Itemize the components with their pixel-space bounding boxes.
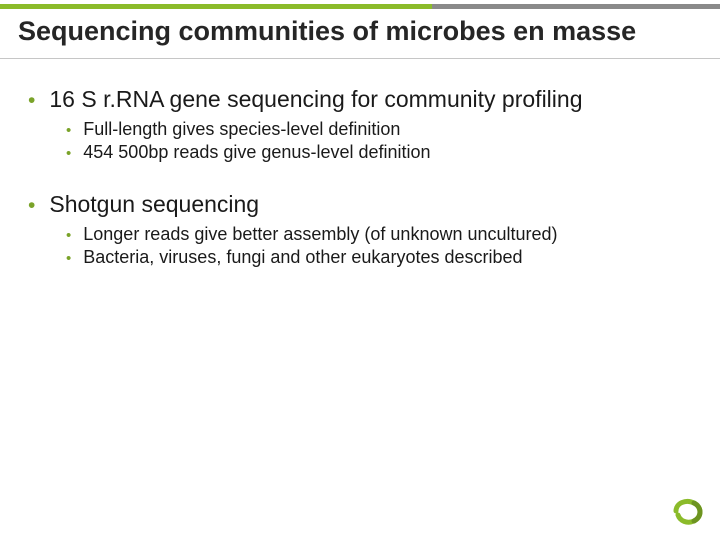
list-item: • Shotgun sequencing <box>28 191 692 218</box>
level2-text: Full-length gives species-level definiti… <box>83 119 400 140</box>
list-item: • Bacteria, viruses, fungi and other euk… <box>66 247 692 268</box>
list-item: • 454 500bp reads give genus-level defin… <box>66 142 692 163</box>
swirl-logo-icon <box>672 497 706 530</box>
spacer <box>28 165 692 191</box>
bullet-icon: • <box>66 251 71 266</box>
page-title: Sequencing communities of microbes en ma… <box>18 16 702 47</box>
bullet-icon: • <box>66 123 71 138</box>
bullet-icon: • <box>66 146 71 161</box>
top-accent-green <box>0 4 432 9</box>
content-body: • 16 S r.RNA gene sequencing for communi… <box>28 86 692 270</box>
bullet-icon: • <box>66 228 71 243</box>
top-accent-gray <box>432 4 720 9</box>
bullet-icon: • <box>28 90 35 111</box>
level1-text: 16 S r.RNA gene sequencing for community… <box>49 86 582 113</box>
level2-text: 454 500bp reads give genus-level definit… <box>83 142 430 163</box>
bullet-icon: • <box>28 195 35 216</box>
title-underline <box>0 58 720 59</box>
slide: Sequencing communities of microbes en ma… <box>0 0 720 540</box>
top-accent-bar <box>0 4 720 9</box>
level2-text: Longer reads give better assembly (of un… <box>83 224 557 245</box>
list-item: • Full-length gives species-level defini… <box>66 119 692 140</box>
level1-text: Shotgun sequencing <box>49 191 259 218</box>
level2-text: Bacteria, viruses, fungi and other eukar… <box>83 247 522 268</box>
list-item: • Longer reads give better assembly (of … <box>66 224 692 245</box>
list-item: • 16 S r.RNA gene sequencing for communi… <box>28 86 692 113</box>
